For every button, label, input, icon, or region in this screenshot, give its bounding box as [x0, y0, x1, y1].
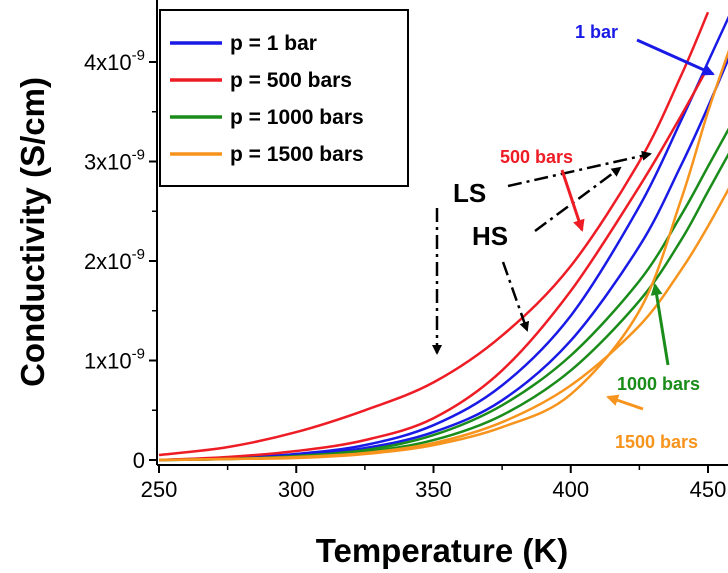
x-tick-label: 400	[552, 477, 589, 502]
label-ls: LS	[453, 178, 486, 208]
ticks-layer: 250 300 350 400 450 0 1x10-9 2x10-9 3x10-9 4x10-9	[84, 47, 726, 502]
y-tick-label: 1x10-9	[84, 346, 145, 374]
legend: p = 1 bar p = 500 bars p = 1000 bars p =…	[159, 9, 409, 187]
legend-label-1000bars: p = 1000 bars	[230, 106, 364, 129]
y-tick-label: 4x10-9	[84, 47, 145, 75]
label-500bars: 500 bars	[500, 147, 573, 167]
arrow-1bar	[636, 38, 715, 76]
legend-label-500bars: p = 500 bars	[230, 69, 352, 92]
arrow-500bars	[560, 169, 585, 232]
legend-label-1500bars: p = 1500 bars	[230, 143, 364, 166]
y-tick-label: 0	[133, 448, 145, 473]
label-hs: HS	[472, 221, 508, 251]
series-line-4-branch-2	[158, 49, 728, 462]
series-line-4-branch-1	[158, 187, 728, 462]
label-1500bars: 1500 bars	[615, 432, 698, 452]
y-tick-label: 2x10-9	[84, 246, 145, 274]
y-tick-label: 3x10-9	[84, 147, 145, 175]
curves-layer	[158, 11, 728, 462]
series-line-2-branch-1	[158, 11, 710, 457]
arrow-1500bars	[606, 394, 644, 411]
legend-box	[159, 9, 409, 187]
x-tick-label: 300	[278, 477, 315, 502]
x-tick-label: 350	[415, 477, 452, 502]
x-axis-title: Temperature (K)	[316, 532, 568, 569]
hs-arrow-down	[501, 261, 530, 332]
series-line-2-branch-2	[158, 66, 710, 462]
x-tick-label: 450	[690, 477, 727, 502]
legend-label-1bar: p = 1 bar	[230, 32, 317, 55]
hs-arrow-up	[534, 166, 622, 233]
y-axis-title: Conductivity (S/cm)	[14, 77, 51, 387]
label-1000bars: 1000 bars	[617, 374, 700, 394]
ls-arrow-right	[507, 150, 652, 188]
x-tick-label: 250	[141, 477, 178, 502]
arrow-1000bars	[650, 283, 670, 366]
label-1bar: 1 bar	[575, 22, 618, 42]
